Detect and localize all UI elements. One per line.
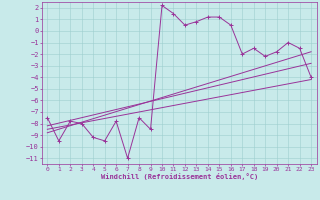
X-axis label: Windchill (Refroidissement éolien,°C): Windchill (Refroidissement éolien,°C)	[100, 173, 258, 180]
